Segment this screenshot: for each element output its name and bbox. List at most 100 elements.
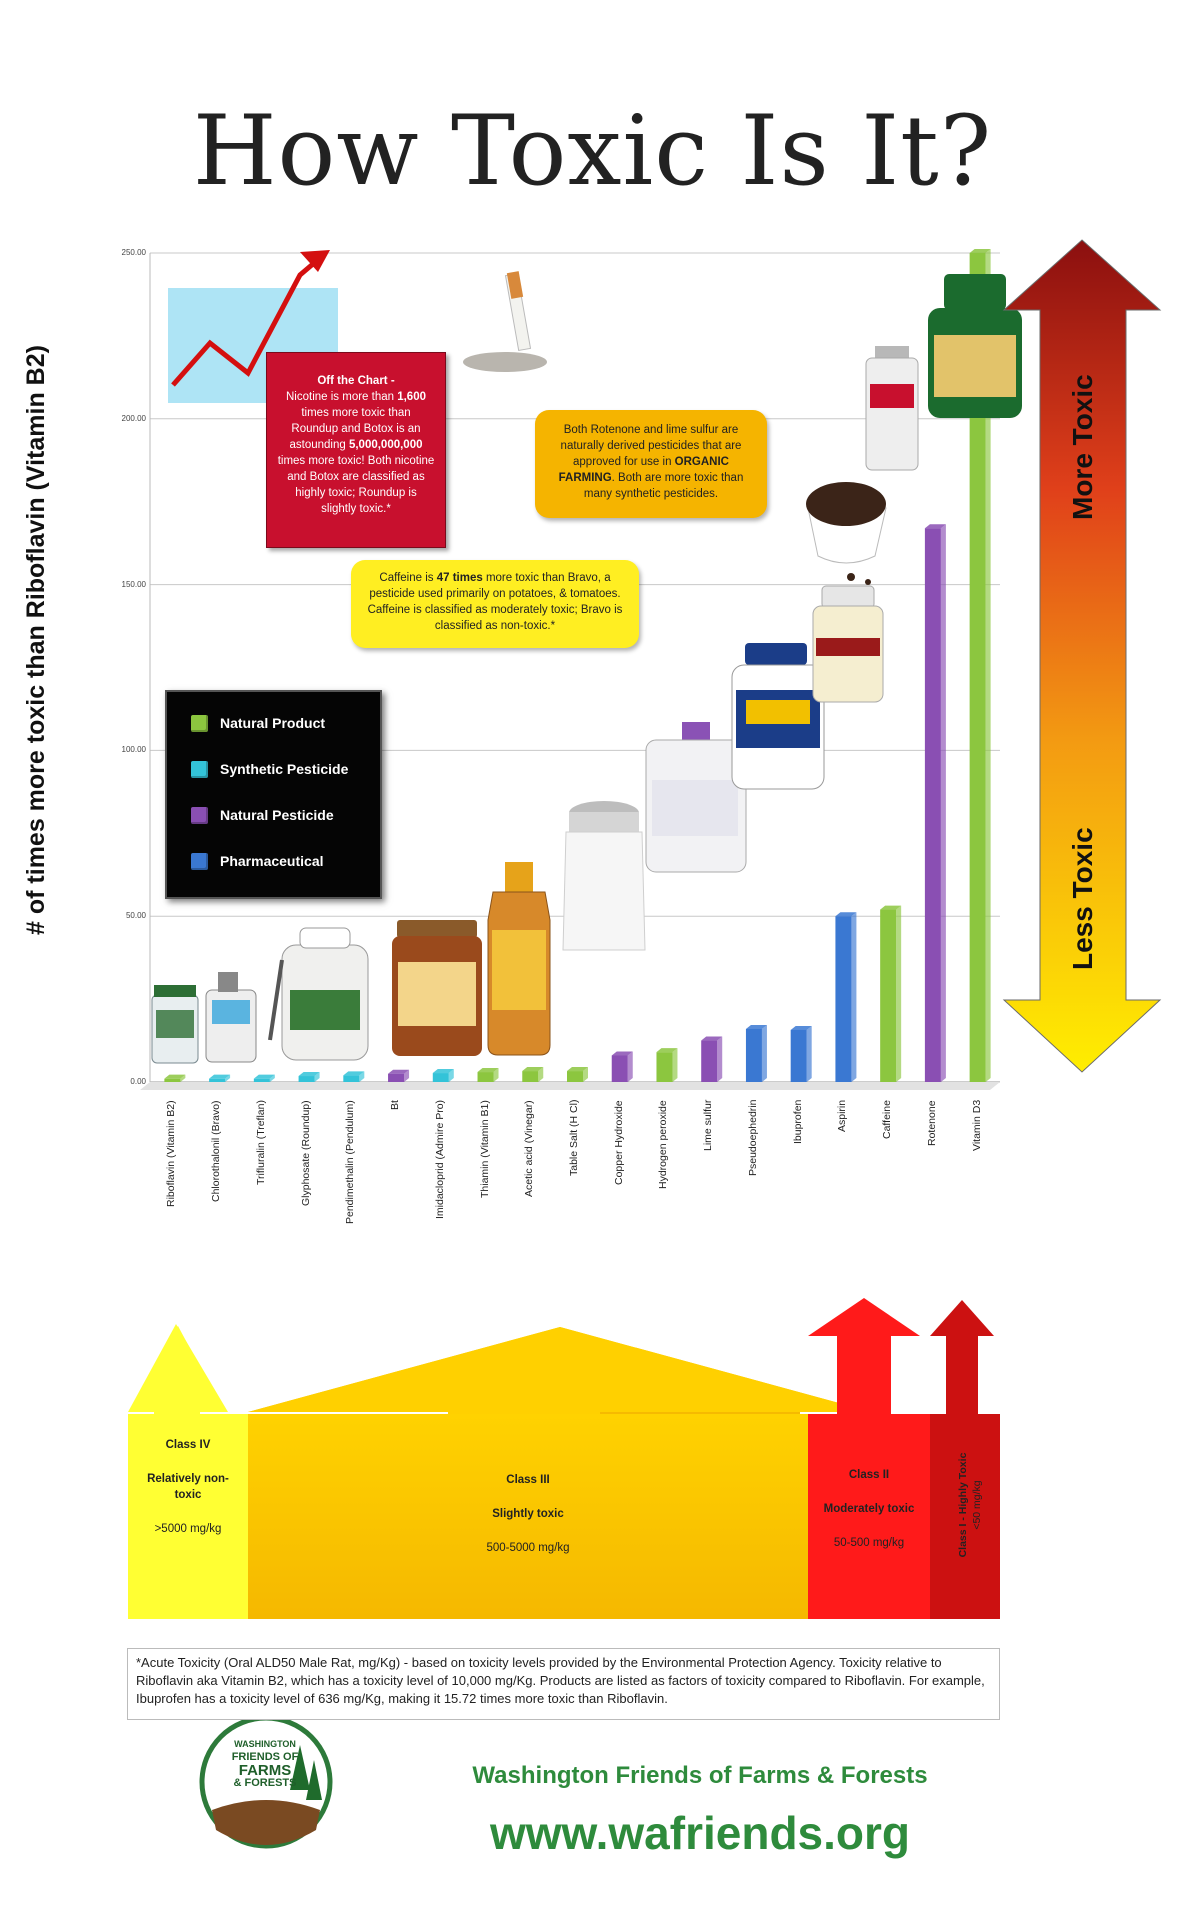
bar-side (940, 524, 946, 1082)
callout-nicotine: Off the Chart - Nicotine is more than 1,… (266, 352, 446, 548)
bar-front (745, 1028, 762, 1082)
callout-caffeine-text: more toxic than Bravo, a pesticide used … (367, 572, 623, 632)
bar (745, 1024, 767, 1082)
callout-caffeine-text: Caffeine is (379, 572, 437, 584)
bar (298, 1072, 320, 1082)
legend-item: Natural Product (191, 712, 325, 734)
class-iv-label: Class IV Relatively non-toxic >5000 mg/k… (136, 1437, 240, 1537)
bar (522, 1067, 544, 1082)
org-name: Washington Friends of Farms & Forests (472, 1762, 928, 1789)
x-category-label: Chlorothalonil (Bravo) (210, 1100, 223, 1202)
trend-line (171, 256, 322, 387)
y-tick-label: 100.00 (121, 745, 146, 755)
class-i-arrowhead (930, 1300, 994, 1336)
bar-side (180, 1074, 186, 1082)
bar (253, 1074, 275, 1082)
product-bottle-vinegar (487, 862, 551, 1056)
bar (969, 249, 991, 1082)
bar (924, 524, 946, 1082)
bar-front (432, 1073, 449, 1082)
class-iii-arrowhead (248, 1327, 872, 1412)
x-category-label: Acetic acid (Vinegar) (523, 1100, 536, 1197)
bar-top (477, 1068, 499, 1073)
bar-top (567, 1067, 588, 1072)
legend-label: Natural Product (220, 715, 326, 731)
bar (209, 1074, 231, 1082)
page-title: How Toxic Is It? (192, 95, 993, 207)
bar-side (627, 1051, 633, 1082)
org-url[interactable]: www.wafriends.org (489, 1807, 911, 1859)
callout-nicotine-text: times more toxic than Roundup and Botox … (289, 407, 421, 451)
x-category-label: Lime sulfur (702, 1099, 715, 1151)
x-category-label: Aspirin (836, 1099, 849, 1132)
product-bottle-riboflavin (151, 985, 199, 1064)
class-iii-name: Class III (506, 1474, 550, 1486)
bar-front (567, 1071, 583, 1082)
bar (343, 1071, 365, 1082)
bar-front (522, 1071, 539, 1082)
x-category-label: Caffeine (881, 1100, 894, 1139)
chart-bars (164, 249, 991, 1082)
class-iii-label: Class III Slightly toxic 500-5000 mg/kg (438, 1472, 618, 1556)
bar (388, 1069, 410, 1082)
class-ii-range: 50-500 mg/kg (833, 1537, 905, 1549)
callout-rotenone-text: . Both are more toxic than many syntheti… (583, 472, 744, 500)
x-category-label: Bt (389, 1100, 402, 1110)
bar-top (298, 1072, 320, 1077)
class-iii-range: 500-5000 mg/kg (486, 1542, 570, 1554)
product-container-rotenone (865, 346, 919, 471)
legend-swatch (191, 852, 208, 870)
product-salt-shaker (562, 801, 646, 951)
class-ii-arrowhead (808, 1298, 920, 1336)
bar-top (924, 524, 946, 529)
class-ii-label: Class II Moderately toxic 50-500 mg/kg (808, 1467, 930, 1551)
bar-side (493, 1068, 499, 1082)
bar (790, 1025, 812, 1082)
product-bottle-aspirin (812, 585, 884, 703)
logo-line-1: WASHINGTON (234, 1739, 296, 1749)
bar-front (835, 916, 852, 1082)
x-category-label: Riboflavin (Vitamin B2) (165, 1100, 178, 1207)
legend-item: Natural Pesticide (191, 804, 334, 826)
callout-nicotine-text: times more toxic! Both nicotine and Boto… (277, 455, 435, 515)
product-sprayer-roundup (268, 927, 369, 1061)
logo-text: WASHINGTON FRIENDS OF FARMS & FORESTS (210, 1738, 320, 1790)
bar-front (611, 1055, 628, 1082)
bar-top (835, 912, 857, 917)
class-ii-desc: Moderately toxic (823, 1503, 915, 1515)
bar-top (656, 1048, 678, 1053)
bar-top (432, 1069, 454, 1074)
bar-front (298, 1076, 315, 1082)
x-category-label: Vitamin D3 (970, 1099, 983, 1151)
y-tick-label: 0.00 (130, 1077, 146, 1086)
bar-front (969, 253, 986, 1082)
legend-label: Pharmaceutical (220, 853, 324, 869)
org-logo (199, 1715, 333, 1849)
class-iii-desc: Slightly toxic (492, 1508, 564, 1520)
legend-swatch (191, 714, 208, 732)
bar-front (701, 1040, 718, 1082)
bar-side (269, 1074, 275, 1082)
callout-nicotine-heading: Off the Chart - (317, 375, 395, 387)
chart-legend: Natural Product Synthetic Pesticide Natu… (165, 690, 382, 899)
x-category-label: Hydrogen peroxide (657, 1100, 670, 1189)
bar-top (611, 1051, 633, 1056)
more-toxic-label: More Toxic (1067, 374, 1098, 520)
bar-top (969, 249, 991, 253)
x-category-label: Thiamin (Vitamin B1) (478, 1100, 491, 1198)
class-i-range: <50 mg/kg (971, 1480, 983, 1530)
class-i-band (930, 1414, 1000, 1619)
bar-side (672, 1048, 678, 1082)
bar-top (701, 1036, 723, 1041)
bar-front (164, 1078, 181, 1082)
bar-side (985, 249, 991, 1082)
bar-side (717, 1036, 723, 1082)
bar (432, 1069, 454, 1082)
class-iv-desc: Relatively non-toxic (147, 1473, 229, 1501)
logo-line-3: FARMS (238, 1762, 292, 1779)
product-bottle-vitamin-d3 (928, 274, 1022, 418)
bar-top (164, 1074, 186, 1079)
x-category-label: Glyphosate (Roundup) (299, 1100, 312, 1206)
class-iii-band (248, 1414, 808, 1619)
class-i-label: Class I - Highly Toxic <50 mg/kg (956, 1430, 984, 1580)
